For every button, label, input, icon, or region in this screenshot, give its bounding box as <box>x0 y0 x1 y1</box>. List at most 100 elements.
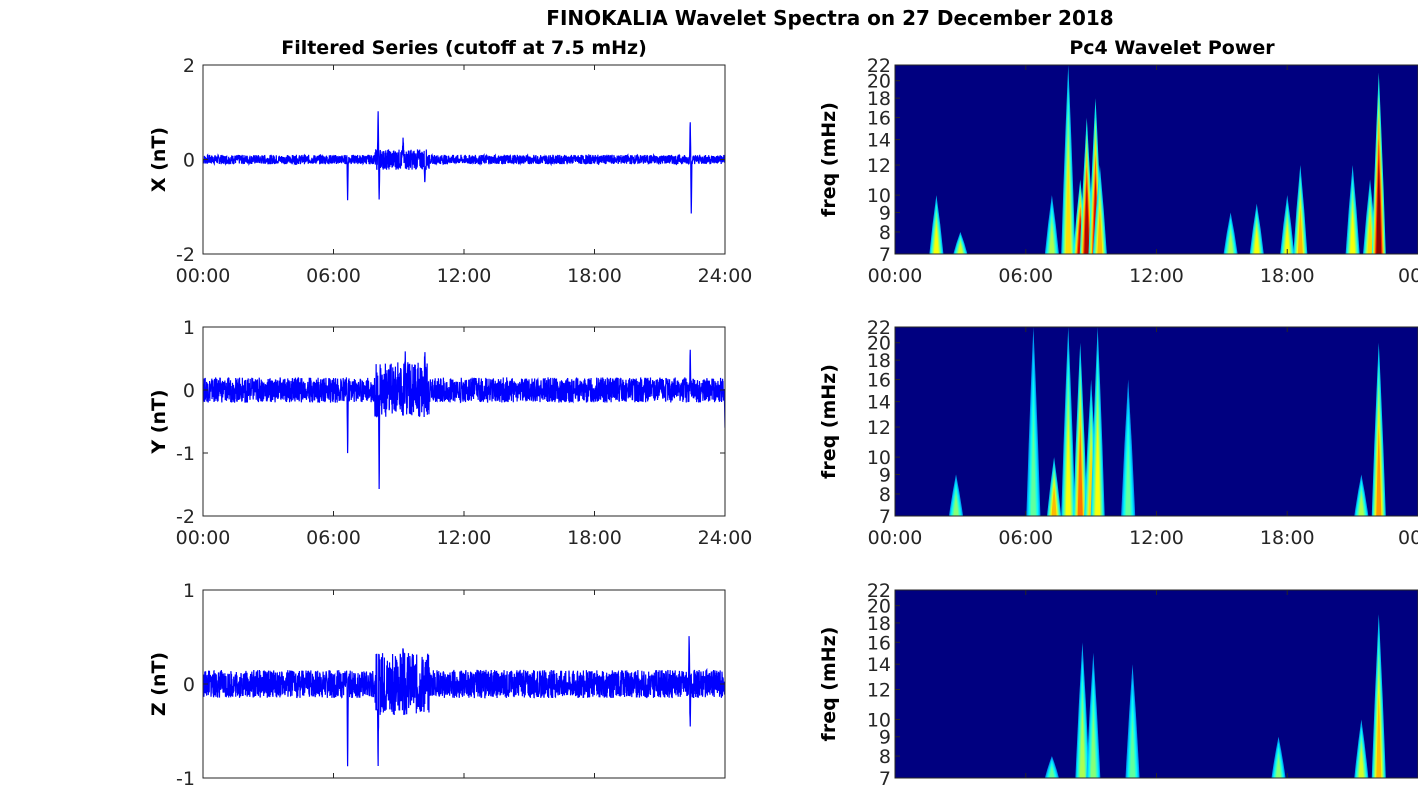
wavelet-power-hotspot <box>1376 425 1382 516</box>
x-tick-label: 12:00 <box>437 265 492 287</box>
z-wavelet-background <box>895 590 1418 778</box>
wavelet-power-hotspot <box>1065 155 1071 254</box>
x-tick-label: 24:00 <box>698 527 753 549</box>
x-tick-label: 00:00 <box>868 527 923 549</box>
y-tick-label: 10 <box>867 185 891 207</box>
y-tick-label: 8 <box>879 484 891 506</box>
y-tick-label: 20 <box>867 333 891 355</box>
wavelet-power-hotspot <box>1376 159 1382 254</box>
z-series-panel: -1 0 1 Z (nT) <box>148 580 726 788</box>
y-tick-label: 20 <box>867 71 891 93</box>
wavelet-power-hotspot <box>1125 445 1131 516</box>
x-tick-label: 24:00 <box>698 265 753 287</box>
x-tick-label: 00:00 <box>176 527 231 549</box>
y-tick-label: 18 <box>867 613 891 635</box>
y-tick-label: 12 <box>867 155 891 177</box>
x-wavelet-ylabel: freq (mHz) <box>818 102 840 217</box>
y-wavelet-hotspots <box>949 327 1386 516</box>
x-tick-label: 12:00 <box>1129 527 1184 549</box>
x-wavelet-background <box>895 65 1418 254</box>
y-tick-label: 0 <box>183 380 195 402</box>
wavelet-power-hotspot <box>933 223 939 254</box>
y-tick-label: 1 <box>183 317 195 339</box>
wavelet-power-hotspot <box>1095 417 1101 516</box>
y-tick-label: 14 <box>867 392 891 414</box>
wavelet-power-hotspot <box>1051 485 1057 516</box>
z-series-ylabel: Z (nT) <box>148 652 170 716</box>
y-series-line <box>203 349 725 489</box>
left-column-title: Filtered Series (cutoff at 7.5 mHz) <box>281 37 647 59</box>
wavelet-power-hotspot <box>1079 707 1085 778</box>
y-tick-label: 12 <box>867 680 891 702</box>
y-tick-label: -2 <box>176 506 195 528</box>
y-tick-label: 10 <box>867 709 891 731</box>
wavelet-power-hotspot <box>1367 215 1373 254</box>
x-tick-label: 18:00 <box>567 265 622 287</box>
x-tick-label: 00:00 <box>176 265 231 287</box>
figure-title: FINOKALIA Wavelet Spectra on 27 December… <box>546 6 1113 30</box>
y-tick-label: 8 <box>879 746 891 768</box>
x-tick-label: 00 <box>1398 265 1418 287</box>
x-tick-label: 00 <box>1398 527 1418 549</box>
y-tick-label: 7 <box>879 506 891 528</box>
y-tick-label: 9 <box>879 727 891 749</box>
z-wavelet-ylabel: freq (mHz) <box>818 627 840 742</box>
y-tick-label: 16 <box>867 370 891 392</box>
y-tick-label: 16 <box>867 108 891 130</box>
y-tick-label: 22 <box>867 55 891 77</box>
wavelet-power-hotspot <box>1065 417 1071 516</box>
y-tick-label: 7 <box>879 768 891 788</box>
wavelet-power-hotspot <box>1049 766 1055 778</box>
x-tick-label: 00:00 <box>868 265 923 287</box>
y-tick-label: 16 <box>867 632 891 654</box>
x-series-line <box>203 111 725 214</box>
wavelet-power-hotspot <box>1376 692 1382 778</box>
wavelet-power-hotspot <box>1297 207 1303 254</box>
wavelet-power-hotspot <box>1077 425 1083 516</box>
wavelet-power-hotspot <box>1097 207 1103 254</box>
x-tick-label: 18:00 <box>567 527 622 549</box>
y-series-axes-frame <box>202 326 726 517</box>
y-tick-label: 9 <box>879 203 891 225</box>
y-tick-label: 2 <box>183 55 195 77</box>
y-tick-label: 10 <box>867 447 891 469</box>
x-tick-label: 12:00 <box>437 527 492 549</box>
wavelet-power-hotspot <box>1084 183 1090 254</box>
wavelet-power-hotspot <box>957 242 963 254</box>
y-tick-label: 0 <box>183 674 195 696</box>
wavelet-power-hotspot <box>1358 494 1364 516</box>
y-tick-label: -1 <box>176 443 195 465</box>
y-tick-label: 12 <box>867 417 891 439</box>
z-wavelet-hotspots <box>1044 614 1386 778</box>
wavelet-power-hotspot <box>1284 223 1290 254</box>
y-tick-label: 9 <box>879 465 891 487</box>
y-tick-label: 7 <box>879 244 891 266</box>
y-tick-label: 18 <box>867 88 891 110</box>
y-tick-label: 22 <box>867 317 891 339</box>
x-wavelet-hotspots <box>929 65 1386 254</box>
y-tick-label: 22 <box>867 580 891 602</box>
wavelet-power-hotspot <box>1130 718 1136 778</box>
wavelet-power-hotspot <box>1228 232 1234 254</box>
x-tick-label: 06:00 <box>306 527 361 549</box>
y-wavelet-ylabel: freq (mHz) <box>818 364 840 479</box>
x-series-ylabel: X (nT) <box>148 127 170 192</box>
y-tick-label: -2 <box>176 244 195 266</box>
x-tick-label: 18:00 <box>1260 265 1315 287</box>
y-tick-label: 0 <box>183 150 195 172</box>
wavelet-power-hotspot <box>1030 417 1036 516</box>
wavelet-power-hotspot <box>1358 747 1364 778</box>
y-tick-label: 1 <box>183 580 195 602</box>
x-tick-label: 06:00 <box>998 527 1053 549</box>
x-tick-label: 12:00 <box>1129 265 1184 287</box>
x-tick-label: 18:00 <box>1260 527 1315 549</box>
right-column-title: Pc4 Wavelet Power <box>1069 37 1275 59</box>
x-tick-label: 06:00 <box>998 265 1053 287</box>
wavelet-power-hotspot <box>1276 756 1282 778</box>
y-tick-label: 8 <box>879 222 891 244</box>
y-tick-label: 14 <box>867 654 891 676</box>
